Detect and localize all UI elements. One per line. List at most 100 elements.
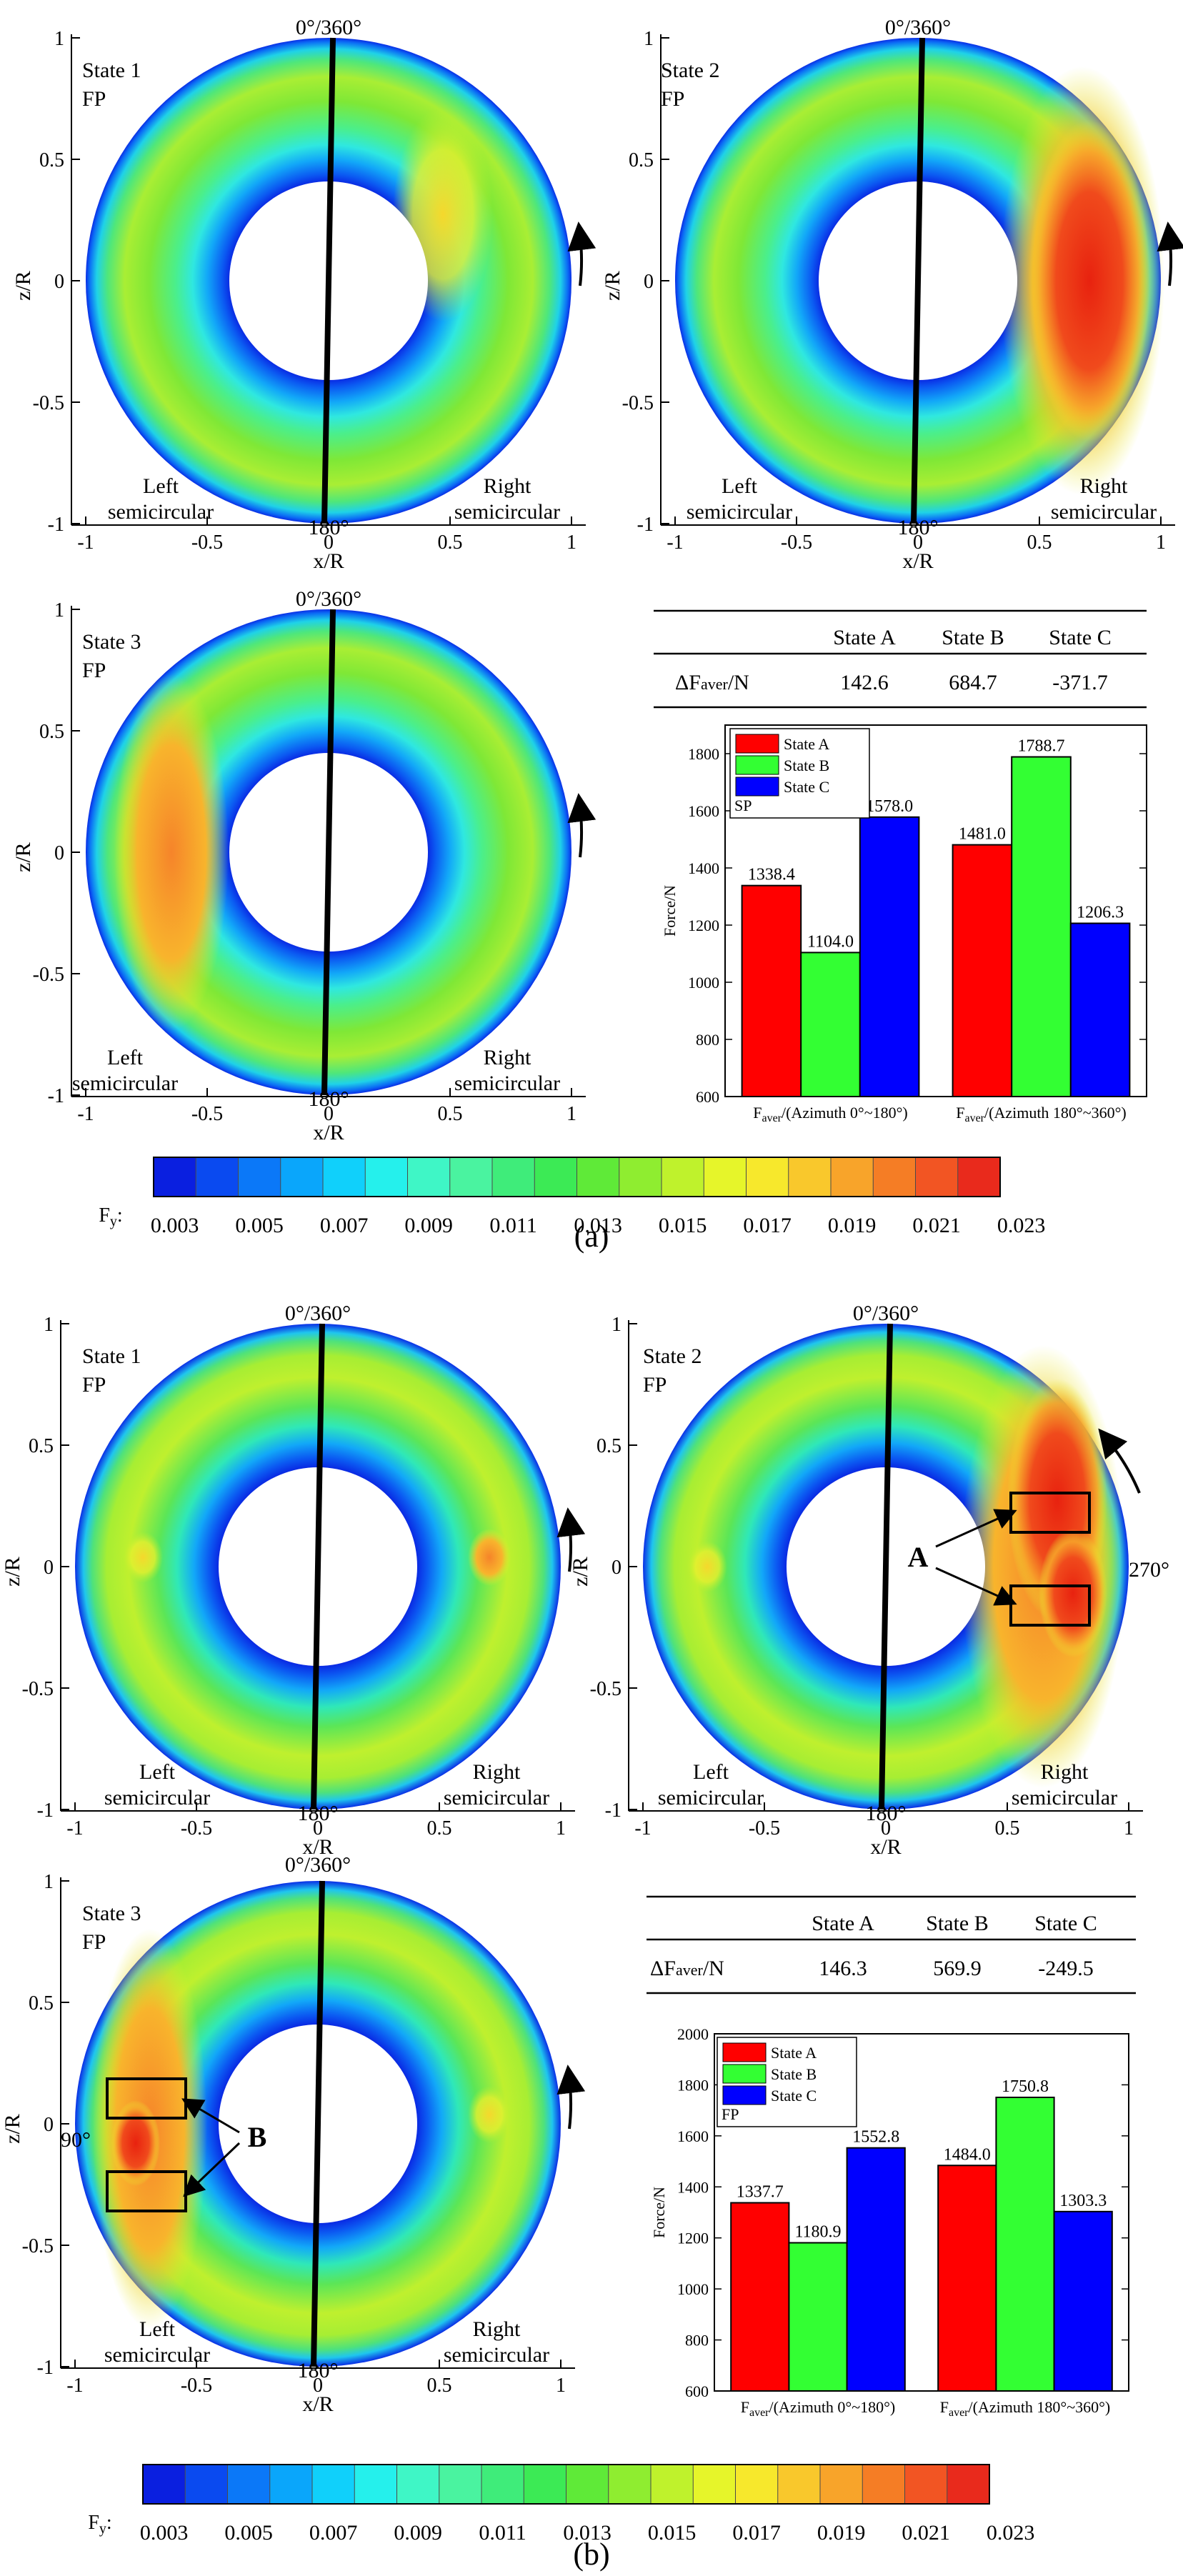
legend-swatch — [722, 2042, 767, 2062]
colorbar-segment — [534, 1157, 578, 1197]
contour-plot-a-state2: 10.50-0.5-1-1 -0.5 0 0.5 1x/Rz/R State 2 FP … — [601, 16, 1183, 573]
contour-axes: 1 0.5 0 -0.5 -1 -1 -0.5 0 0.5 1 x/R z/R — [1, 1871, 575, 2416]
colorbar-segment — [650, 2464, 694, 2505]
y-tick-label: 1 — [644, 28, 654, 50]
colorbar-segment — [491, 1157, 536, 1197]
bar-chart-a: 600 800 1000 1200 1400 1600 1800 Force/N 1338.4 1… — [661, 724, 1147, 1124]
bar-value-label: 1206.3 — [1077, 903, 1124, 922]
colorbar-frame — [142, 2464, 990, 2505]
right-label: Right — [473, 2317, 521, 2341]
blade-line — [321, 37, 336, 524]
colorbar-segment — [153, 1157, 197, 1197]
state-label: State 3 — [82, 630, 141, 654]
colorbar-tick-label: 0.015 — [648, 2521, 697, 2545]
azimuth-top-label: 0°/360° — [296, 16, 361, 39]
table-header-c: State C — [1034, 1912, 1097, 1935]
y-tick-label: 1600 — [677, 2127, 709, 2145]
hot-zone-core — [1029, 120, 1150, 441]
right-label: Right — [1080, 474, 1128, 498]
x-tick-label: 1 — [1156, 531, 1166, 554]
y-tick-label: 0 — [54, 271, 64, 293]
left-label: Left — [139, 1760, 176, 1784]
colorbar-a: Fy: 0.003 0.005 0.007 0.009 0.011 0.013 0.015 0.… — [99, 1157, 1045, 1237]
colorbar-tick-label: 0.005 — [235, 1214, 284, 1237]
colorbar-tick-label: 0.021 — [902, 2521, 950, 2545]
y-axis-label: z/R — [1, 1557, 24, 1587]
panel-label: (a) — [574, 1219, 609, 1254]
blade-line — [311, 1880, 325, 2367]
x-tick-label: -0.5 — [181, 1817, 212, 1839]
left-label-2: semicircular — [72, 1072, 178, 1095]
colorbar-segment — [280, 1157, 324, 1197]
x-tick-label: 0 — [313, 1817, 323, 1839]
rotation-arrow-icon — [556, 2065, 586, 2130]
mode-label: FP — [82, 1930, 106, 1954]
hot-spot — [687, 1541, 727, 1592]
table-value-c: -371.7 — [1052, 671, 1108, 694]
bar-value-label: 1578.0 — [866, 797, 913, 816]
annotation-arrow-icon — [935, 1567, 1017, 1606]
x-tick-label: -0.5 — [191, 531, 223, 554]
azimuth-bottom-label: 180° — [298, 2359, 339, 2382]
azimuth-top-label: 0°/360° — [285, 1302, 351, 1325]
colorbar-tick-label: 0.007 — [309, 2521, 358, 2545]
x-tick-label: 0 — [313, 2375, 323, 2397]
x-axis-label: x/R — [313, 1121, 344, 1144]
y-tick-label: 0 — [644, 271, 654, 293]
rotation-arrow-icon — [1157, 221, 1183, 286]
left-label: Left — [143, 474, 179, 498]
state-label: State 3 — [82, 1902, 141, 1925]
contour-plot-b-state2: 1 0.5 0 -0.5 -1 -1 -0.5 0 0.5 1 x/R z/R A 270° Stat… — [569, 1302, 1169, 1859]
y-tick-label: 0.5 — [597, 1435, 622, 1457]
x-axis-label: x/R — [313, 549, 344, 573]
colorbar-tick-label: 0.009 — [404, 1214, 453, 1237]
x-tick-label: 1 — [1124, 1817, 1134, 1839]
colorbar-tick-label: 0.017 — [743, 1214, 792, 1237]
y-tick-label: 0.5 — [629, 149, 654, 171]
contour-plot-a-state1: 10.50-0.5-1-1 -0.5 0 0.5 1x/Rz/R State 1 FP … — [11, 16, 597, 573]
colorbar-tick-label: 0.009 — [394, 2521, 442, 2545]
y-tick-label: 0.5 — [29, 1435, 54, 1457]
mode-label: FP — [661, 87, 684, 111]
colorbar-segment — [947, 2464, 990, 2505]
table-value-c: -249.5 — [1038, 1957, 1094, 1980]
contour-plot-b-state1: 10.50-0.5-1-1 -0.5 0 0.5 1x/Rz/R State 1 FP … — [1, 1302, 586, 1859]
mode-label: FP — [643, 1373, 667, 1397]
hot-zone-core-2 — [1039, 1529, 1107, 1657]
x-axis-label: x/R — [302, 2392, 333, 2416]
colorbar-segment — [619, 1157, 662, 1197]
x-tick-label: 0 — [881, 1817, 891, 1839]
colorbar-label: Fy: — [99, 1204, 122, 1229]
bar — [952, 844, 1013, 1097]
y-tick-label: -1 — [37, 2357, 54, 2379]
azimuth-bottom-label: 180° — [309, 1087, 349, 1111]
contour-axes: 1 0.5 0 -0.5 -1 -1 -0.5 0 0.5 1 x/R z/R — [1, 1314, 575, 1859]
contour-plot-b-state3: 1 0.5 0 -0.5 -1 -1 -0.5 0 0.5 1 x/R z/R B 90° State… — [1, 1853, 586, 2416]
colorbar-segment — [184, 2464, 229, 2505]
y-tick-label: 1 — [54, 599, 64, 621]
azimuth-bottom-label: 180° — [309, 516, 349, 539]
colorbar-tick-label: 0.011 — [479, 2521, 526, 2545]
bar — [788, 2242, 848, 2392]
delta-force-table-b: State A State B State C ΔFaver/N 146.3 5… — [647, 1895, 1136, 1995]
colorbar-label: Fy: — [88, 2512, 111, 2537]
hot-spot — [468, 1529, 511, 1586]
y-tick-label: 0.5 — [29, 1992, 54, 2015]
right-label: Right — [484, 1046, 531, 1069]
state-label: State 2 — [643, 1344, 702, 1368]
colorbar-segment — [354, 2464, 398, 2505]
y-tick-label: 1400 — [677, 2178, 709, 2196]
annotation-arrow-icon — [935, 1509, 1017, 1548]
colorbar-segment — [788, 1157, 832, 1197]
colorbar-segment — [915, 1157, 959, 1197]
azimuth-top-label: 0°/360° — [853, 1302, 919, 1325]
left-label-2: semicircular — [687, 500, 792, 524]
colorbar-segment — [481, 2464, 525, 2505]
x-tick-label: -1 — [66, 1817, 83, 1839]
bar — [1053, 2210, 1113, 2392]
left-label: Left — [722, 474, 758, 498]
right-label: Right — [484, 474, 531, 498]
colorbar-tick-label: 0.023 — [987, 2521, 1035, 2545]
y-tick-label: 800 — [685, 2332, 709, 2350]
